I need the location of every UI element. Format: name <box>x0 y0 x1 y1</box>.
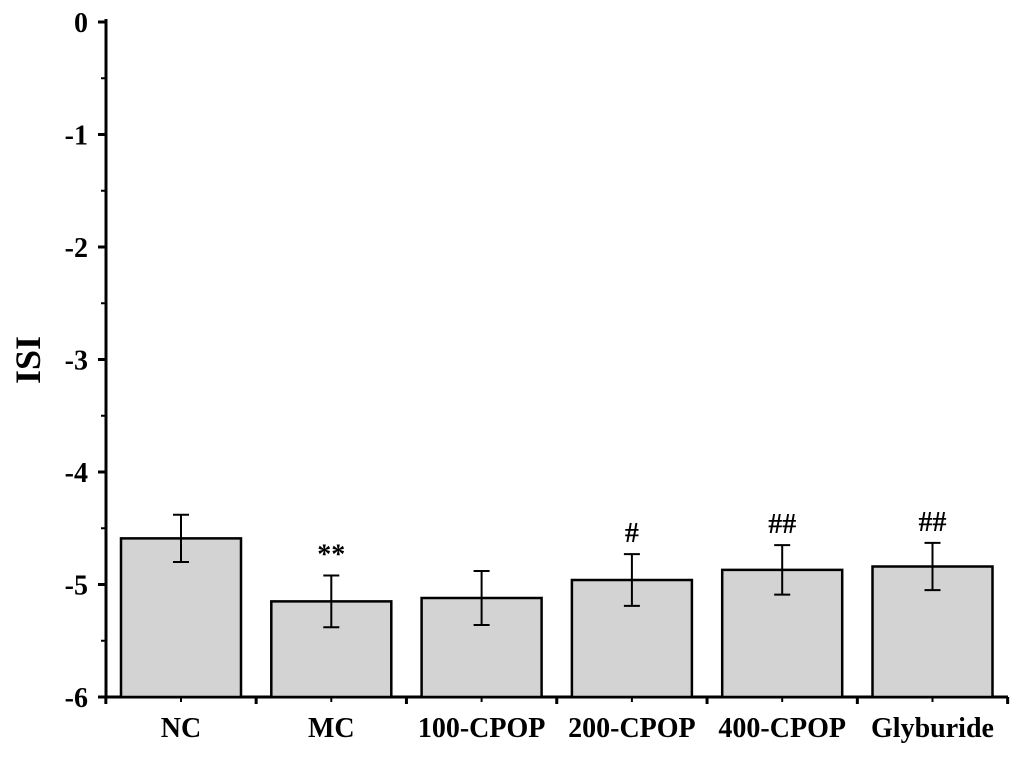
y-tick-label: -4 <box>65 458 88 489</box>
significance-annotation: ## <box>768 509 796 540</box>
x-category-label: 400-CPOP <box>718 713 846 744</box>
axes <box>98 19 1010 704</box>
x-category-label: 200-CPOP <box>568 713 696 744</box>
error-bars <box>173 513 941 629</box>
x-category-label: Glyburide <box>871 713 994 744</box>
labels: 0 -1 -2 -3 -4 -5 -6 NC MC ** 100-CPOP 200-CPOP #400-… <box>65 8 994 744</box>
y-tick-label: -5 <box>65 571 88 602</box>
significance-annotation: ** <box>317 540 345 571</box>
y-tick-label: -3 <box>65 346 88 377</box>
x-category-label: NC <box>161 713 201 744</box>
y-tick-label: -2 <box>65 233 88 264</box>
significance-annotation: ## <box>919 507 947 538</box>
x-category-label: 100-CPOP <box>418 713 546 744</box>
bar <box>119 537 243 699</box>
y-tick-label: -1 <box>65 121 88 152</box>
y-axis-title: ISI <box>8 336 48 384</box>
y-tick-label: -6 <box>65 683 88 714</box>
x-category-label: MC <box>308 713 355 744</box>
y-tick-label: 0 <box>74 8 88 39</box>
significance-annotation: # <box>625 518 639 549</box>
bars <box>119 537 994 699</box>
